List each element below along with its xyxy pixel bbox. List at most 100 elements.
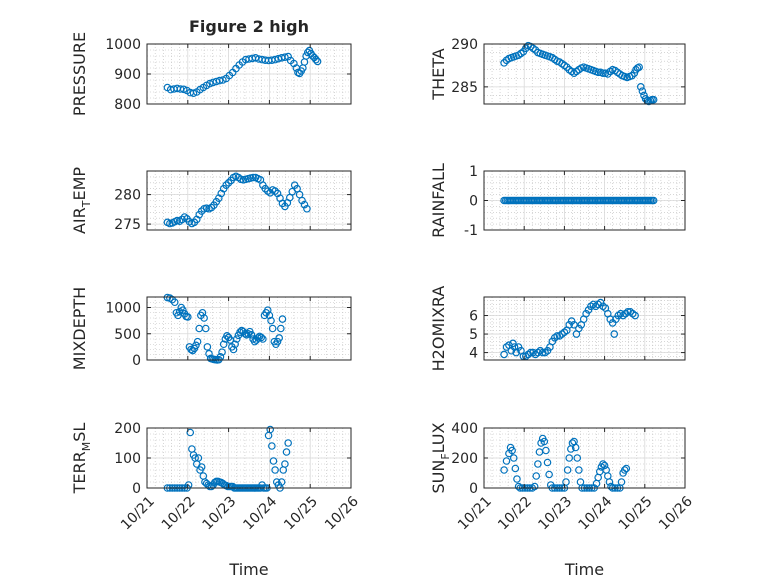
data-point bbox=[636, 83, 645, 91]
data-point bbox=[192, 341, 200, 350]
x-tick-label: 10/23 bbox=[200, 494, 240, 534]
y-tick-label: 4 bbox=[469, 346, 478, 362]
subplot-pressure: 800 900 1000 PRESSURE Figure 2 high bbox=[70, 17, 352, 116]
data-point bbox=[271, 187, 279, 195]
data-point bbox=[300, 200, 309, 209]
data-point bbox=[513, 475, 521, 483]
subplot-terr-msl: 10/21 10/22 10/23 10/24 10/25 10/26 0 100 200 TER… bbox=[70, 421, 362, 579]
y-axis-label-subscript: F bbox=[439, 453, 452, 459]
axes-box bbox=[483, 43, 686, 105]
data-point bbox=[575, 466, 583, 474]
x-tick-label: 10/24 bbox=[576, 493, 616, 533]
data-point bbox=[261, 184, 270, 193]
subplot-rainfall: -1 0 1 RAINFALL bbox=[429, 163, 686, 239]
data-point bbox=[545, 470, 553, 479]
data-point bbox=[219, 340, 228, 349]
data-point bbox=[179, 306, 187, 314]
data-point bbox=[624, 308, 632, 316]
y-tick-label: 5 bbox=[469, 327, 478, 343]
y-axis-label: MIXDEPTH bbox=[70, 287, 89, 370]
data-point bbox=[198, 308, 207, 317]
data-point bbox=[303, 48, 312, 57]
data-point bbox=[271, 466, 279, 474]
y-axis-label: SUNFLUX bbox=[429, 422, 452, 493]
y-tick-label: 280 bbox=[114, 188, 141, 204]
y-tick-label: 0 bbox=[132, 353, 141, 369]
y-tick-label: 500 bbox=[114, 327, 141, 343]
data-point bbox=[562, 478, 570, 486]
data-point bbox=[530, 482, 539, 491]
axes-box bbox=[146, 170, 352, 231]
data-point bbox=[649, 196, 658, 205]
data-point bbox=[620, 466, 629, 474]
x-tick-label: 10/26 bbox=[656, 493, 696, 533]
data-point bbox=[184, 313, 192, 321]
data-point bbox=[281, 460, 289, 468]
y-axis-label-main: SUN bbox=[429, 460, 448, 494]
x-tick-label: 10/25 bbox=[281, 494, 321, 534]
data-point bbox=[500, 350, 508, 359]
data-point bbox=[277, 324, 285, 333]
data-point bbox=[553, 332, 561, 340]
data-point bbox=[218, 348, 226, 356]
axes-box bbox=[146, 296, 352, 361]
y-tick-label: -1 bbox=[464, 223, 478, 239]
chart-title: Figure 2 high bbox=[189, 17, 309, 36]
data-point bbox=[500, 466, 508, 474]
y-tick-label: 200 bbox=[114, 421, 141, 437]
data-point bbox=[254, 334, 262, 342]
y-axis-label: TERRMSL bbox=[70, 423, 93, 495]
y-tick-label: 900 bbox=[114, 67, 141, 83]
data-point bbox=[229, 345, 238, 354]
data-point bbox=[201, 324, 210, 333]
y-axis-label-main: RAINFALL bbox=[429, 163, 448, 238]
data-point bbox=[206, 79, 214, 88]
y-tick-label: 800 bbox=[114, 97, 141, 113]
x-tick-label: 10/25 bbox=[616, 494, 656, 534]
y-axis-label-rest: EMP bbox=[70, 167, 89, 201]
subplot-air-temp: 275 280 AIRTEMP bbox=[70, 167, 352, 234]
data-point bbox=[617, 478, 626, 486]
data-point bbox=[538, 348, 547, 357]
y-axis-label: AIRTEMP bbox=[70, 167, 93, 234]
data-point bbox=[203, 343, 212, 351]
data-point bbox=[178, 215, 186, 224]
data-point bbox=[610, 330, 619, 338]
data-point bbox=[599, 460, 607, 468]
data-point bbox=[189, 89, 198, 98]
y-axis-label: PRESSURE bbox=[70, 32, 89, 116]
data-point bbox=[570, 320, 578, 329]
data-point bbox=[193, 337, 202, 346]
data-point bbox=[207, 203, 216, 212]
y-axis-label-main: AIR bbox=[70, 207, 89, 234]
y-tick-label: 275 bbox=[114, 217, 141, 233]
data-point bbox=[298, 196, 306, 205]
data-point bbox=[224, 179, 233, 187]
data-point bbox=[266, 425, 275, 434]
x-tick-label: 10/24 bbox=[240, 493, 280, 533]
data-point bbox=[649, 95, 658, 104]
data-point bbox=[532, 472, 541, 480]
y-tick-label: 400 bbox=[451, 421, 478, 437]
x-tick-label: 10/22 bbox=[495, 494, 535, 534]
subplot-sun-flux: 10/21 10/22 10/23 10/24 10/25 10/260200400SUN… bbox=[429, 421, 696, 579]
data-point bbox=[215, 76, 224, 85]
data-point bbox=[571, 443, 580, 452]
data-point bbox=[563, 466, 572, 474]
data-point bbox=[265, 311, 274, 320]
data-point bbox=[268, 324, 277, 333]
data-point bbox=[273, 337, 282, 346]
data-point bbox=[303, 204, 311, 213]
y-axis-label-rest: SL bbox=[70, 423, 89, 442]
data-point bbox=[622, 464, 631, 473]
data-point bbox=[519, 352, 528, 361]
data-point bbox=[599, 69, 607, 77]
data-point bbox=[631, 311, 639, 320]
data-point bbox=[565, 454, 574, 462]
data-point bbox=[282, 448, 291, 456]
y-axis-label-subscript: T bbox=[80, 200, 93, 208]
data-point bbox=[188, 346, 197, 355]
data-point bbox=[278, 315, 287, 323]
data-point bbox=[249, 173, 257, 182]
